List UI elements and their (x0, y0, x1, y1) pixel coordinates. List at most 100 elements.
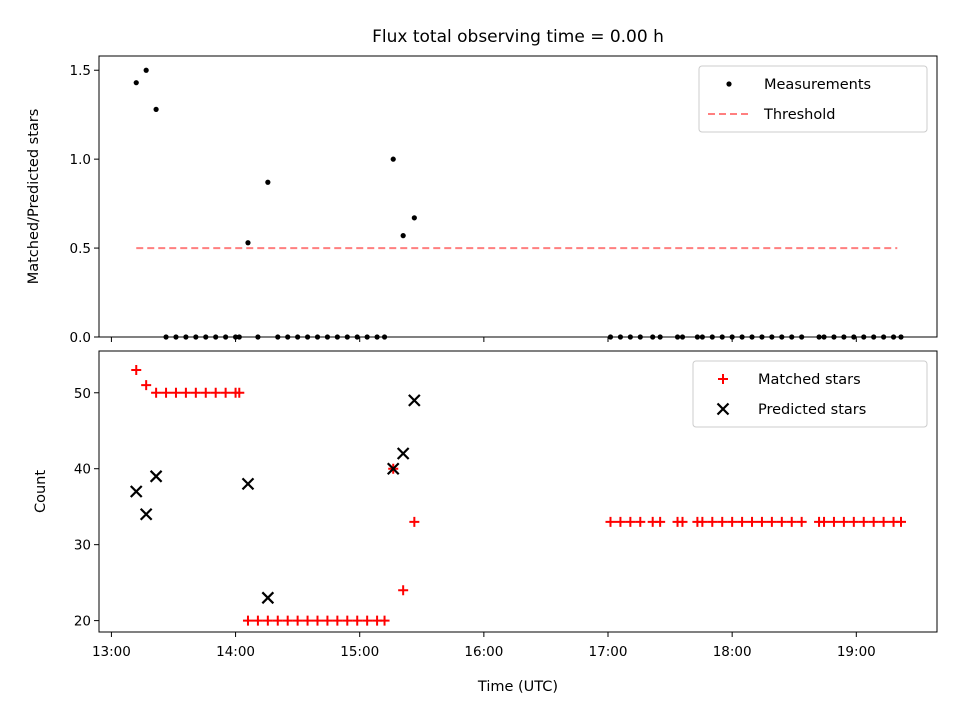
predicted-star-point (396, 447, 410, 460)
matched-star-point (362, 615, 373, 626)
y-axis-title: Matched/Predicted stars (26, 109, 42, 285)
measurement-point (133, 80, 139, 86)
legend-box (692, 360, 928, 428)
chart-title: Flux total observing time = 0.00 h (372, 27, 664, 47)
y-tick-label: 0.5 (70, 241, 91, 257)
matched-star-point (252, 615, 263, 626)
matched-star-point (895, 516, 906, 527)
legend-label: Threshold (763, 107, 835, 123)
series-predicted-stars (129, 394, 421, 605)
plot-frame (98, 55, 938, 338)
matched-star-point (838, 516, 849, 527)
x-tick-label: 15:00 (340, 644, 379, 660)
matched-star-point (848, 516, 859, 527)
measurement-point (390, 156, 396, 162)
matched-star-point (625, 516, 636, 527)
predicted-star-point (408, 394, 421, 407)
matched-star-point (210, 387, 221, 398)
matched-star-point (141, 380, 152, 391)
matched-star-point (292, 615, 303, 626)
matched-star-point (190, 387, 201, 398)
matched-star-point (352, 615, 363, 626)
matched-star-point (220, 387, 231, 398)
plot-frame (98, 350, 938, 633)
measurement-point (265, 179, 271, 185)
matched-star-point (272, 615, 283, 626)
series-measurements (133, 67, 904, 340)
y-tick-label: 1.5 (70, 63, 91, 79)
measurement-point (153, 106, 159, 112)
matched-star-point (398, 585, 409, 596)
legend: Matched stars Predicted stars (692, 360, 928, 428)
y-tick-label: 50 (74, 386, 91, 402)
y-tick-label: 30 (74, 538, 91, 554)
matched-star-point (605, 516, 616, 527)
matched-star-point (677, 516, 688, 527)
legend-measurement-swatch (726, 81, 732, 87)
x-tick-label: 19:00 (837, 644, 876, 660)
matched-star-point (242, 615, 253, 626)
predicted-star-point (129, 485, 143, 498)
matched-star-point (878, 516, 889, 527)
matched-star-point (747, 516, 758, 527)
y-tick-label: 20 (74, 614, 91, 630)
measurement-point (143, 67, 149, 73)
legend-label: Predicted stars (758, 402, 866, 418)
x-tick-label: 16:00 (464, 644, 503, 660)
predicted-star-point (149, 470, 163, 483)
y-tick-label: 1.0 (70, 152, 91, 168)
matched-star-point (858, 516, 869, 527)
matched-star-point (776, 516, 787, 527)
legend: Measurements Threshold (698, 65, 928, 133)
predicted-star-point (386, 462, 400, 475)
matched-star-point (379, 615, 390, 626)
legend-predicted-swatch (716, 402, 730, 416)
matched-star-point (868, 516, 879, 527)
matched-star-point (342, 615, 353, 626)
subplot-ratio: 0.0 0.5 1.0 1.5 Matched/Predicted stars Measu… (26, 55, 938, 346)
measurement-point (400, 233, 406, 239)
x-tick-label: 17:00 (589, 644, 628, 660)
matched-star-point (655, 516, 666, 527)
matched-star-point (151, 387, 162, 398)
matched-star-point (786, 516, 797, 527)
legend-label: Matched stars (758, 372, 861, 388)
matched-star-point (200, 387, 211, 398)
matched-star-point (312, 615, 323, 626)
matched-star-point (302, 615, 313, 626)
y-axis-title: Count (33, 470, 49, 513)
matched-star-point (262, 615, 273, 626)
matched-star-point (161, 387, 172, 398)
legend-box (698, 65, 928, 133)
axes-layer: 0.0 0.5 1.0 1.5 Matched/Predicted stars Measu… (26, 55, 938, 695)
matched-star-point (234, 387, 245, 398)
matched-star-point (819, 516, 830, 527)
matched-star-point (180, 387, 191, 398)
x-tick-label: 18:00 (713, 644, 752, 660)
matched-star-point (697, 516, 708, 527)
matched-star-point (409, 516, 420, 527)
y-tick-label: 0.0 (70, 330, 91, 346)
x-tick-label: 14:00 (216, 644, 255, 660)
matched-star-point (707, 516, 718, 527)
measurement-point (245, 240, 251, 246)
matched-star-point (727, 516, 738, 527)
matched-star-point (282, 615, 293, 626)
predicted-star-point (241, 477, 255, 491)
matched-star-point (717, 516, 728, 527)
legend-matched-swatch (718, 374, 728, 384)
legend-label: Measurements (764, 77, 871, 93)
predicted-star-point (139, 508, 153, 521)
predicted-star-point (261, 591, 275, 605)
measurement-point (411, 215, 417, 221)
matched-star-point (737, 516, 748, 527)
matched-star-point (131, 364, 142, 375)
matched-star-point (796, 516, 807, 527)
x-tick-label: 13:00 (92, 644, 131, 660)
matched-star-point (332, 615, 343, 626)
matched-star-point (615, 516, 626, 527)
matched-star-point (766, 516, 777, 527)
y-tick-label: 40 (74, 462, 91, 478)
series-matched-stars (131, 364, 906, 626)
